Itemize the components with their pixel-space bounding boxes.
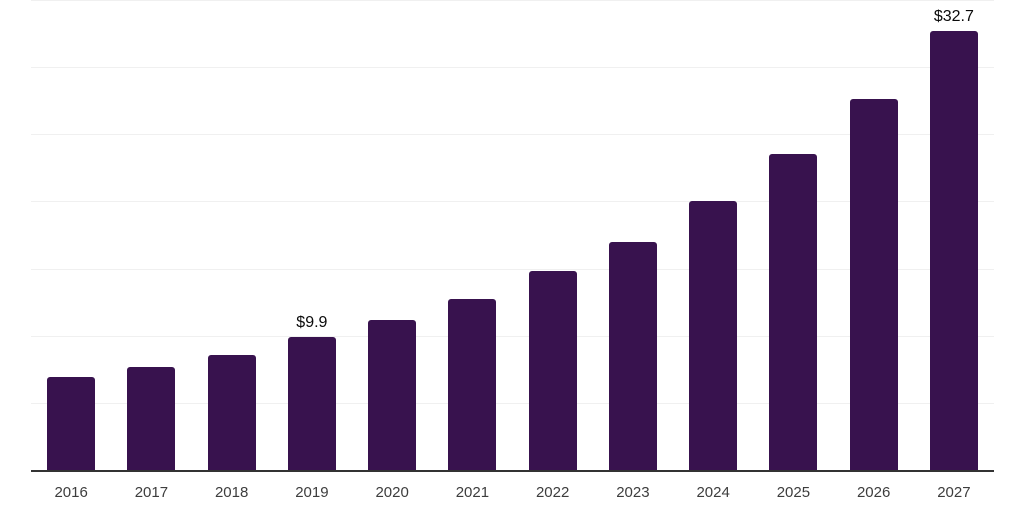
x-tick-label: 2019 xyxy=(295,484,329,501)
bar-slot xyxy=(753,0,833,470)
gridline xyxy=(31,67,994,69)
plot-area: $9.9 $32.7 xyxy=(31,0,994,472)
x-tick-label: 2017 xyxy=(134,484,169,501)
x-tick-label: 2020 xyxy=(375,484,409,501)
bar-2022 xyxy=(528,271,577,470)
bar-2020 xyxy=(368,319,417,470)
bar-slot xyxy=(31,0,111,470)
x-tick-label: 2027 xyxy=(937,484,971,501)
x-tick-label: 2025 xyxy=(776,484,811,501)
bar-2025 xyxy=(769,154,818,470)
bar-slot xyxy=(513,0,593,470)
bar-value-label: $9.9 xyxy=(296,314,328,332)
gridline xyxy=(31,268,994,270)
x-tick-label: 2016 xyxy=(54,484,88,501)
gridlines xyxy=(31,0,994,470)
x-axis: 2016 2017 2018 2019 2020 2021 2022 2023 2024 2025… xyxy=(31,472,994,512)
bar-slot xyxy=(352,0,432,470)
gridline xyxy=(31,335,994,337)
gridline xyxy=(31,201,994,203)
bar-2023 xyxy=(608,241,657,470)
x-tick-label: 2021 xyxy=(455,484,490,501)
x-tick-label: 2022 xyxy=(535,484,570,501)
bar-slot: $9.9 xyxy=(272,0,352,470)
x-tick-label: 2023 xyxy=(616,484,650,501)
bar-2017 xyxy=(127,366,176,470)
x-tick-label: 2026 xyxy=(856,484,891,501)
bar-2027 xyxy=(929,30,978,470)
bar-2026 xyxy=(849,99,898,470)
bar-slot xyxy=(432,0,512,470)
gridline xyxy=(31,0,994,1)
bar-2016 xyxy=(47,377,96,470)
bar-slot xyxy=(593,0,673,470)
x-tick-label: 2018 xyxy=(214,484,249,501)
x-tick-label: 2024 xyxy=(696,484,730,501)
bar-2018 xyxy=(207,354,256,470)
bar-2019 xyxy=(287,337,336,470)
bar-2021 xyxy=(448,299,497,470)
bar-slot: $32.7 xyxy=(914,0,994,470)
gridline xyxy=(31,402,994,404)
bar-slot xyxy=(834,0,914,470)
bar-slot xyxy=(111,0,191,470)
bar-value-label: $32.7 xyxy=(933,7,974,25)
bar-2024 xyxy=(689,201,738,470)
gridline xyxy=(31,134,994,136)
bar-slot xyxy=(192,0,272,470)
bar-series: $9.9 $32.7 xyxy=(31,0,994,470)
bar-slot xyxy=(673,0,753,470)
